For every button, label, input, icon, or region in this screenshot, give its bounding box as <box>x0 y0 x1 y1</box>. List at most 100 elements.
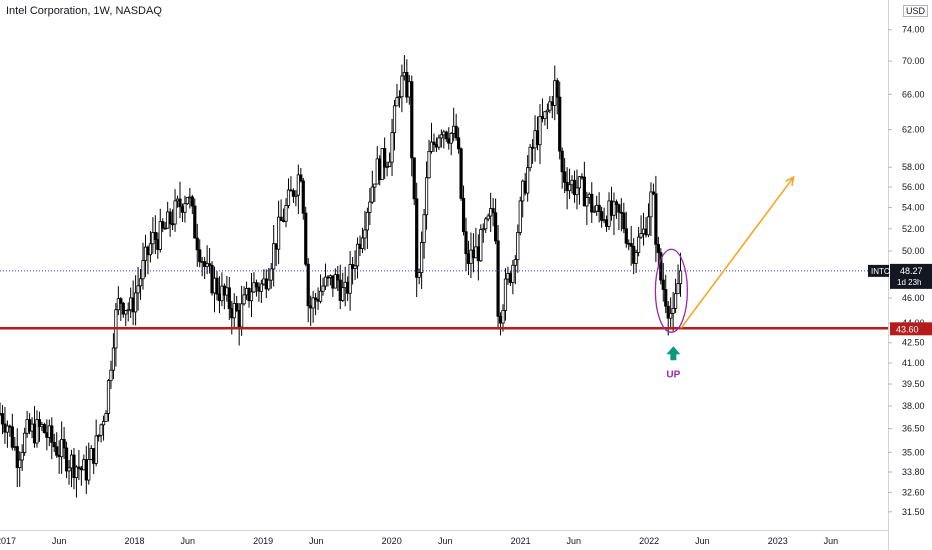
candle-body <box>491 208 495 214</box>
candle-body <box>0 413 5 425</box>
time-tick-label: 2023 <box>768 536 788 546</box>
candle-body <box>494 212 498 242</box>
candle-body <box>30 423 34 432</box>
candle-body <box>604 219 609 227</box>
candle-body <box>346 281 350 294</box>
candle-body <box>518 200 522 233</box>
price-tick-label: 58.00 <box>902 162 925 172</box>
candle-body <box>193 205 197 239</box>
candle-body <box>129 297 133 311</box>
candle-body <box>506 273 510 280</box>
price-axis: 31.50 32.60 33.80 35.00 36.50 38.00 39.50 41.00… <box>868 0 932 550</box>
time-tick-label: 2019 <box>253 536 273 546</box>
candle-body <box>311 297 315 309</box>
candle-body <box>289 189 293 192</box>
candle-body <box>331 275 335 289</box>
candle-body <box>360 237 365 249</box>
candle-body <box>272 243 276 270</box>
support-price-badge <box>890 322 932 336</box>
candle-body <box>175 198 180 202</box>
price-tick-label: 66.00 <box>902 89 925 99</box>
candle-body <box>52 441 56 448</box>
candle-body <box>286 189 291 206</box>
candle-body <box>476 246 480 262</box>
candle-body <box>661 279 665 290</box>
candle-body <box>548 101 552 111</box>
currency-badge[interactable]: USD <box>903 5 929 17</box>
candle-body <box>659 252 663 281</box>
candle-body <box>247 288 251 302</box>
candle-body <box>410 81 414 159</box>
candle-body <box>375 158 379 185</box>
candle-body <box>597 204 601 212</box>
candle-body <box>99 424 103 436</box>
time-tick-label: 2018 <box>125 536 145 546</box>
candle-body <box>560 150 564 173</box>
candle-body <box>257 286 261 292</box>
candle-body <box>417 272 421 278</box>
candle-body <box>8 425 12 428</box>
candle-body <box>632 245 636 264</box>
candle-body <box>358 243 362 249</box>
candle-body <box>269 268 273 281</box>
candle-body <box>222 285 226 296</box>
candle-body <box>212 277 217 294</box>
candle-body <box>637 236 641 253</box>
candle-body <box>415 198 419 278</box>
candle-body <box>533 130 537 149</box>
candle-body <box>72 454 76 479</box>
candle-body <box>304 212 308 265</box>
candle-body <box>595 204 599 212</box>
candle-body <box>314 297 318 300</box>
candle-body <box>267 279 271 290</box>
candle-body <box>77 466 81 469</box>
candle-body <box>629 243 633 247</box>
candle-body <box>530 146 535 149</box>
candle-body <box>232 303 236 319</box>
candle-body <box>385 166 389 168</box>
symbol-label: INTC <box>871 267 890 276</box>
candle-body <box>104 413 108 422</box>
candle-body <box>183 203 187 213</box>
candle-body <box>348 264 352 294</box>
symbol-badge <box>868 264 889 277</box>
time-tick-label: 2021 <box>511 536 531 546</box>
price-tick-label: 41.00 <box>902 358 925 368</box>
candle-body <box>323 276 328 287</box>
candle-body <box>442 131 446 136</box>
candle-body <box>23 432 27 453</box>
candle-body <box>13 446 17 448</box>
candle-body <box>45 432 49 438</box>
price-tick-label: 46.00 <box>902 293 925 303</box>
price-tick-label: 36.50 <box>902 424 925 434</box>
candle-body <box>121 302 125 315</box>
candle-body <box>101 421 106 426</box>
candle-body <box>449 132 453 144</box>
candle-body <box>387 161 392 167</box>
candle-body <box>109 369 113 382</box>
projection-arrowhead <box>785 175 795 187</box>
candle-body <box>74 466 79 479</box>
up-arrow-icon <box>666 346 681 361</box>
candle-body <box>671 308 675 314</box>
candle-body <box>235 303 239 311</box>
candle-body <box>353 265 357 269</box>
candle-body <box>264 278 268 290</box>
candle-body <box>501 309 505 324</box>
time-tick-label: Jun <box>695 536 710 546</box>
candle-body <box>627 242 631 245</box>
candle-body <box>363 229 367 239</box>
candle-body <box>585 197 589 207</box>
candle-body <box>161 221 165 229</box>
candle-body <box>452 125 456 134</box>
time-tick-label: Jun <box>309 536 324 546</box>
candle-body <box>79 467 83 471</box>
candle-body <box>545 109 549 113</box>
price-tick-label: 52.00 <box>902 224 925 234</box>
candle-body <box>513 259 517 266</box>
candle-body <box>252 282 256 293</box>
countdown-label: 1d 23h <box>897 278 921 287</box>
candle-body <box>528 146 532 169</box>
candles-layer <box>0 55 683 498</box>
